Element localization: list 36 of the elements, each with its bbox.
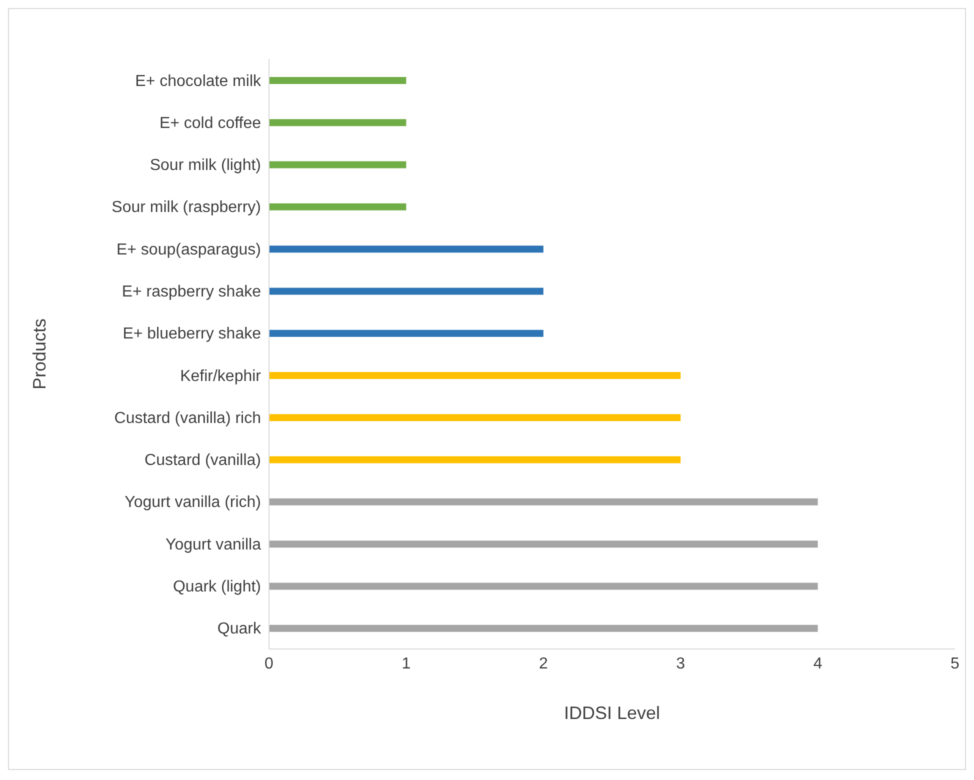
bar bbox=[269, 330, 544, 337]
y-tick-label: Quark (light) bbox=[172, 578, 261, 596]
y-tick-label: E+ soup(asparagus) bbox=[116, 241, 261, 258]
y-axis-title: Products bbox=[29, 318, 50, 390]
y-tick-label: E+ cold coffee bbox=[159, 114, 262, 132]
y-tick-label: Custard (vanilla) bbox=[144, 452, 261, 470]
y-tick-label: E+ chocolate milk bbox=[135, 72, 262, 90]
bar bbox=[269, 119, 406, 126]
y-tick-label: Quark bbox=[217, 620, 262, 638]
bar bbox=[269, 540, 818, 548]
bar bbox=[269, 288, 544, 295]
bar bbox=[269, 77, 406, 84]
bar bbox=[269, 624, 818, 632]
y-tick-label: E+ blueberry shake bbox=[122, 326, 262, 343]
y-tick-label: Sour milk (light) bbox=[150, 157, 261, 174]
x-tick-label: 4 bbox=[813, 655, 822, 672]
x-tick-label: 5 bbox=[950, 655, 960, 672]
x-tick-label: 3 bbox=[676, 655, 686, 672]
y-tick-label: Yogurt vanilla bbox=[166, 536, 262, 554]
bar bbox=[269, 161, 406, 168]
x-tick-label: 2 bbox=[538, 655, 548, 672]
bar bbox=[269, 372, 681, 379]
x-axis-title: IDDSI Level bbox=[564, 703, 660, 723]
y-tick-label: E+ raspberry shake bbox=[122, 283, 262, 300]
y-tick-label: Sour milk (raspberry) bbox=[112, 199, 261, 216]
bar bbox=[269, 246, 544, 253]
bar bbox=[269, 582, 818, 590]
y-tick-label: Kefir/kephir bbox=[180, 368, 262, 385]
x-tick-label: 1 bbox=[402, 655, 411, 672]
y-tick-label: Yogurt vanilla (rich) bbox=[124, 494, 261, 512]
bar bbox=[269, 456, 681, 464]
x-tick-label: 0 bbox=[264, 655, 274, 672]
bar bbox=[269, 414, 681, 422]
bar bbox=[269, 203, 406, 210]
y-tick-label: Custard (vanilla) rich bbox=[114, 410, 261, 427]
bar bbox=[269, 498, 818, 506]
